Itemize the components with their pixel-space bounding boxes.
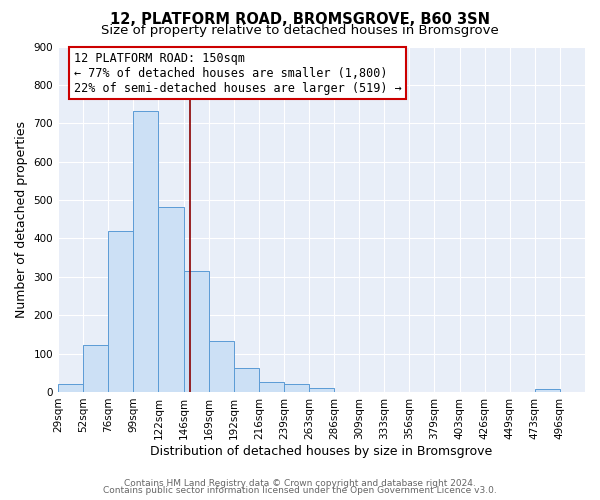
Bar	[284, 384, 309, 392]
Bar	[535, 389, 560, 392]
Bar	[133, 110, 158, 392]
Text: 12 PLATFORM ROAD: 150sqm
← 77% of detached houses are smaller (1,800)
22% of sem: 12 PLATFORM ROAD: 150sqm ← 77% of detach…	[74, 52, 401, 94]
Bar	[184, 270, 209, 392]
Bar	[58, 384, 83, 392]
Bar	[209, 341, 233, 392]
Bar	[233, 368, 259, 392]
Bar	[108, 230, 133, 392]
Bar	[158, 206, 184, 392]
Text: 12, PLATFORM ROAD, BROMSGROVE, B60 3SN: 12, PLATFORM ROAD, BROMSGROVE, B60 3SN	[110, 12, 490, 26]
Y-axis label: Number of detached properties: Number of detached properties	[15, 120, 28, 318]
Text: Contains public sector information licensed under the Open Government Licence v3: Contains public sector information licen…	[103, 486, 497, 495]
Bar	[83, 345, 108, 392]
X-axis label: Distribution of detached houses by size in Bromsgrove: Distribution of detached houses by size …	[151, 444, 493, 458]
Text: Size of property relative to detached houses in Bromsgrove: Size of property relative to detached ho…	[101, 24, 499, 37]
Text: Contains HM Land Registry data © Crown copyright and database right 2024.: Contains HM Land Registry data © Crown c…	[124, 478, 476, 488]
Bar	[259, 382, 284, 392]
Bar	[309, 388, 334, 392]
